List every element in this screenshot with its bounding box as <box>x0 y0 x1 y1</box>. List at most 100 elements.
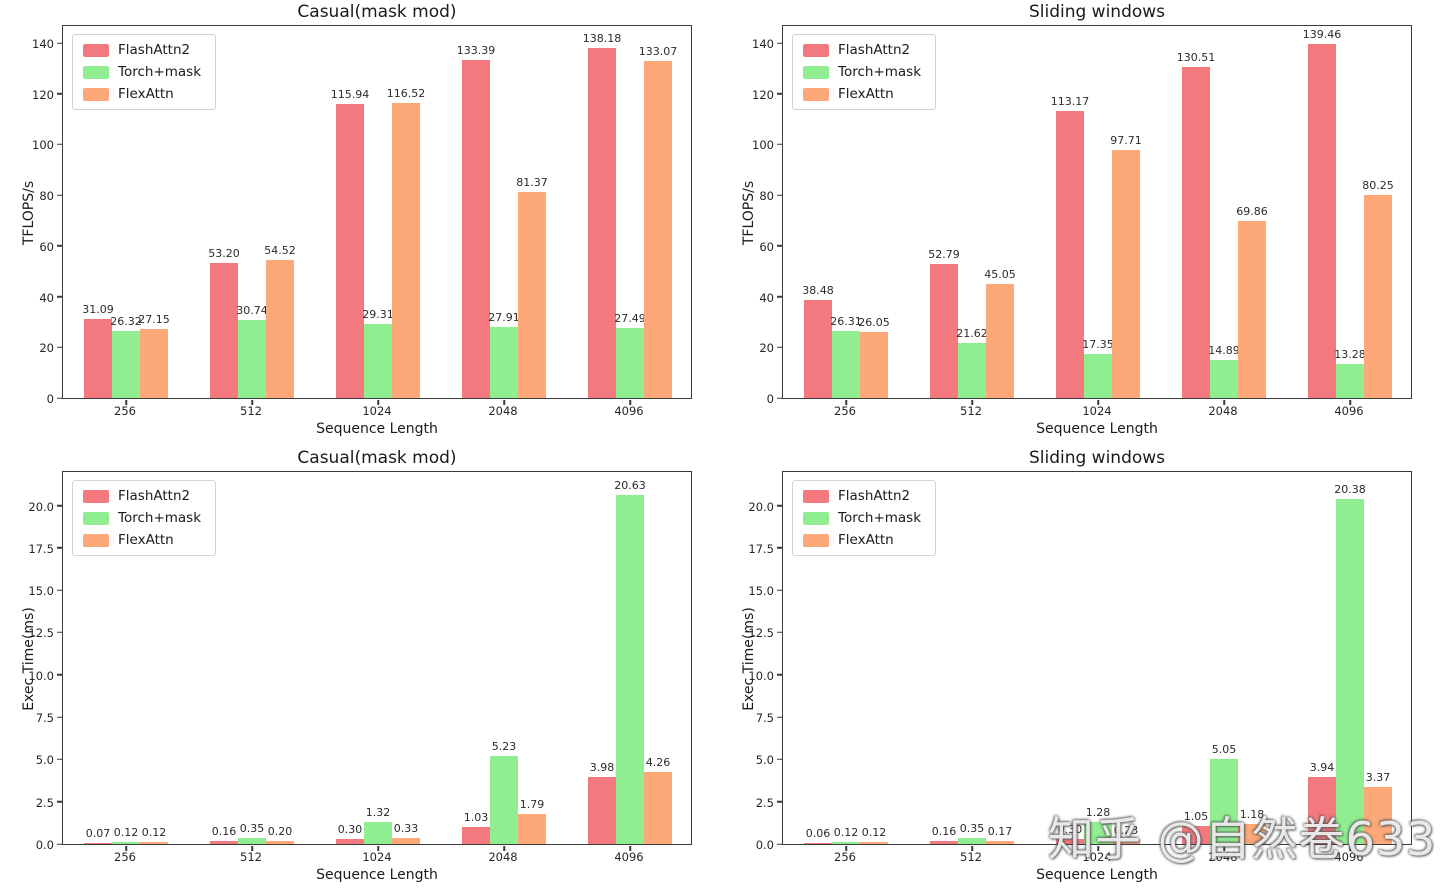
legend: FlashAttn2 Torch+mask FlexAttn <box>72 480 217 556</box>
bar-value-label: 45.05 <box>984 267 1016 281</box>
y-tick-mark <box>56 397 62 399</box>
x-tick-label: 256 <box>834 850 856 864</box>
x-tick-mark <box>377 845 379 851</box>
bar-value-label: 116.52 <box>386 86 426 100</box>
bar-torch-mask <box>958 343 986 398</box>
y-tick-label: 140 <box>752 37 774 52</box>
bar-value-label: 0.12 <box>141 825 167 839</box>
y-tick-label: 10.0 <box>28 668 54 683</box>
bar-flashattn2 <box>1182 67 1210 398</box>
bar-value-label: 0.12 <box>861 825 887 839</box>
y-tick-mark <box>776 245 782 247</box>
x-tick-label: 256 <box>834 404 856 418</box>
y-tick-label: 80 <box>759 189 774 204</box>
x-tick-label: 2048 <box>488 850 518 864</box>
bar-torch-mask <box>1336 364 1364 398</box>
legend-label: Torch+mask <box>838 510 922 526</box>
bar-torch-mask <box>112 331 140 398</box>
x-tick-label: 512 <box>240 850 262 864</box>
chart-title: Sliding windows <box>1028 2 1166 22</box>
y-tick-label: 15.0 <box>748 584 774 599</box>
bar-flexattn <box>392 102 420 398</box>
bar-flashattn2 <box>210 841 238 844</box>
bar-value-label: 0.12 <box>113 825 139 839</box>
bar-flashattn2 <box>1056 111 1084 398</box>
y-tick-label: 0 <box>766 392 774 406</box>
legend-label: Torch+mask <box>118 64 202 80</box>
y-tick-label: 100 <box>752 138 774 153</box>
x-tick-label: 2048 <box>488 404 518 418</box>
legend-item: FlashAttn2 <box>83 42 201 58</box>
bar-value-label: 0.30 <box>1057 822 1083 836</box>
y-tick-mark <box>776 346 782 349</box>
x-tick-mark <box>1349 399 1351 405</box>
bar-torch-mask <box>364 821 392 844</box>
bar-flashattn2 <box>1182 826 1210 844</box>
y-tick-label: 17.5 <box>28 541 54 556</box>
y-tick-label: 140 <box>32 37 54 52</box>
bar-value-label: 52.79 <box>928 248 960 262</box>
bar-value-label: 4.26 <box>645 755 671 769</box>
x-tick-mark <box>629 399 631 405</box>
flashattn2-swatch-icon <box>83 489 109 503</box>
legend-label: FlexAttn <box>838 86 894 102</box>
y-tick-mark <box>56 674 62 676</box>
y-tick-label: 2.5 <box>755 795 774 810</box>
flashattn2-swatch-icon <box>83 43 109 57</box>
bar-torch-mask <box>490 755 518 844</box>
bar-value-label: 1.05 <box>1183 810 1209 824</box>
y-tick-mark <box>776 194 782 196</box>
bar-value-label: 0.20 <box>267 824 293 838</box>
bar-flexattn <box>986 841 1014 844</box>
chart-exectime-sliding: Sliding windows Exec Time(ms) 0.0 2.5 5.0 7… <box>720 446 1440 891</box>
y-tick-label: 80 <box>39 189 54 204</box>
legend-label: FlashAttn2 <box>118 488 191 504</box>
bar-torch-mask <box>364 323 392 398</box>
x-axis-label: Sequence Length <box>1036 421 1158 437</box>
x-tick-mark <box>971 845 973 851</box>
y-tick-label: 7.5 <box>35 711 54 726</box>
bar-value-label: 3.37 <box>1365 770 1391 784</box>
legend-label: FlexAttn <box>118 532 174 548</box>
bar-flexattn <box>1364 194 1392 398</box>
bar-flexattn <box>518 813 546 844</box>
legend: FlashAttn2 Torch+mask FlexAttn <box>792 480 937 556</box>
bar-flexattn <box>1364 786 1392 844</box>
bar-value-label: 31.09 <box>82 303 114 317</box>
bar-torch-mask <box>1210 360 1238 398</box>
y-tick-mark <box>56 346 62 349</box>
legend-item: FlashAttn2 <box>803 42 921 58</box>
y-tick-mark <box>56 92 62 95</box>
bar-value-label: 0.12 <box>833 825 859 839</box>
y-tick-label: 10.0 <box>748 668 774 683</box>
bar-torch-mask <box>1336 499 1364 844</box>
y-tick-label: 40 <box>759 290 774 305</box>
y-tick-label: 20 <box>39 341 54 356</box>
y-axis-ticks: 0.0 2.5 5.0 7.5 10.0 12.5 15.0 17.5 20.0 <box>720 471 774 852</box>
y-tick-mark <box>56 42 62 44</box>
legend-label: FlashAttn2 <box>838 42 911 58</box>
y-tick-mark <box>776 295 782 298</box>
y-tick-label: 15.0 <box>28 584 54 599</box>
bar-flashattn2 <box>804 300 832 398</box>
bar-flashattn2 <box>210 263 238 398</box>
legend-item: Torch+mask <box>803 510 921 526</box>
x-tick-label: 512 <box>960 850 982 864</box>
y-tick-mark <box>56 631 62 634</box>
y-tick-label: 0.0 <box>35 838 54 852</box>
y-tick-label: 40 <box>39 290 54 305</box>
bar-torch-mask <box>832 331 860 398</box>
bar-value-label: 0.16 <box>931 825 957 839</box>
bar-value-label: 20.38 <box>1334 483 1366 497</box>
x-axis-label: Sequence Length <box>1036 867 1158 883</box>
bar-value-label: 1.28 <box>1085 806 1111 820</box>
bar-flexattn <box>518 191 546 398</box>
y-tick-label: 0.0 <box>755 838 774 852</box>
x-tick-mark <box>845 399 847 405</box>
x-tick-mark <box>503 399 505 405</box>
x-tick-mark <box>377 399 379 405</box>
y-tick-mark <box>776 547 782 549</box>
bar-flexattn <box>1238 824 1266 844</box>
bar-value-label: 0.17 <box>987 825 1013 839</box>
x-axis-label: Sequence Length <box>316 867 438 883</box>
